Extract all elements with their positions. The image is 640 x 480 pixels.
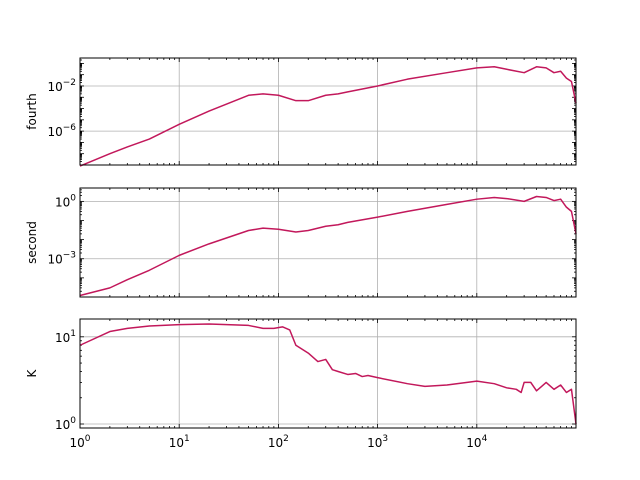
x-tick-label: 103 xyxy=(367,434,388,450)
y-tick-label: 100 xyxy=(55,416,76,432)
axes-frame xyxy=(79,187,577,298)
panel-fourth: 10−2 10−6 fourth xyxy=(25,57,577,167)
y-axis-label: fourth xyxy=(25,93,39,129)
axes-frame xyxy=(79,318,577,429)
y-axis-label: second xyxy=(25,221,39,264)
x-tick-label: 104 xyxy=(466,434,487,450)
series-line-second xyxy=(79,195,577,297)
x-tick-label: 101 xyxy=(169,434,190,450)
y-tick-label: 10−2 xyxy=(47,78,76,94)
panel-K: 101 100 K 100 101 102 103 104 xyxy=(25,318,577,450)
y-axis-label: K xyxy=(25,368,39,377)
y-tick-label: 10−3 xyxy=(47,251,76,267)
x-tick-label: 100 xyxy=(69,434,90,450)
series-line-fourth xyxy=(79,66,577,167)
y-tick-label: 100 xyxy=(55,193,76,209)
series-line-K xyxy=(79,323,577,425)
panel-second: 100 10−3 second xyxy=(25,187,577,298)
axes-frame xyxy=(79,57,577,166)
y-tick-label: 101 xyxy=(55,329,76,345)
y-tick-label: 10−6 xyxy=(47,123,76,139)
x-tick-label: 102 xyxy=(268,434,289,450)
